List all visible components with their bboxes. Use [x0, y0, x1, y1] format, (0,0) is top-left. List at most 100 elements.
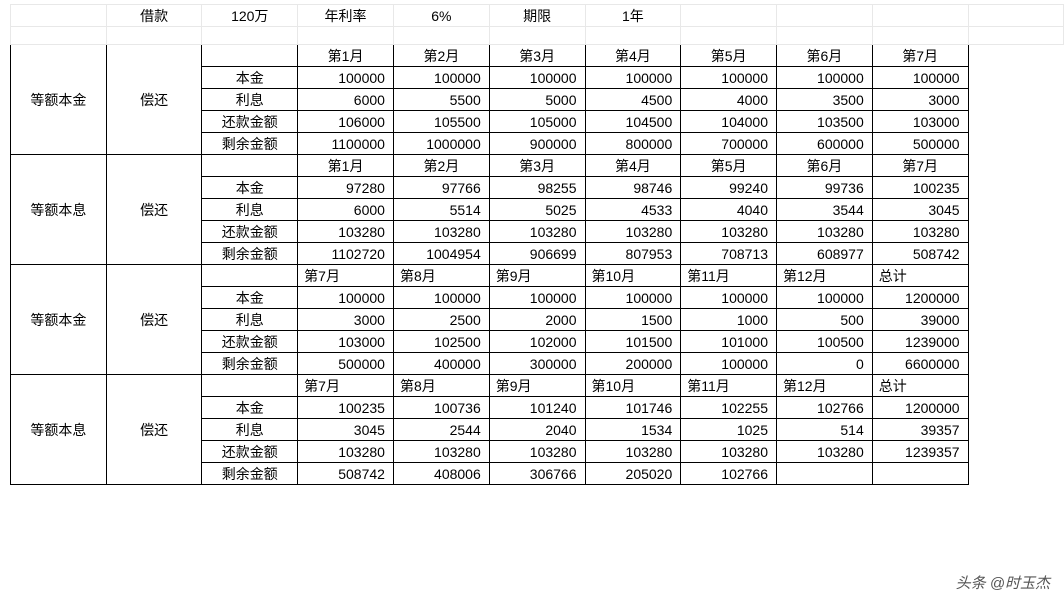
- table-cell: 103280: [777, 441, 873, 463]
- payment-label: 还款金额: [202, 331, 298, 353]
- table-cell: 2500: [393, 309, 489, 331]
- interest-label: 利息: [202, 309, 298, 331]
- loan-label: 借款: [106, 5, 202, 27]
- table-cell: 103280: [393, 441, 489, 463]
- term-value: 1年: [585, 5, 681, 27]
- table-cell: 1025: [681, 419, 777, 441]
- spacer: [777, 5, 873, 27]
- table-cell: 5000: [489, 89, 585, 111]
- principal-label: 本金: [202, 67, 298, 89]
- table-cell: 100000: [681, 67, 777, 89]
- month-header: 第3月: [489, 45, 585, 67]
- table-cell: 306766: [489, 463, 585, 485]
- table-cell: 100500: [777, 331, 873, 353]
- table-cell: 3000: [298, 309, 394, 331]
- spacer: [777, 27, 873, 45]
- table-cell: 106000: [298, 111, 394, 133]
- month-header: 总计: [872, 265, 968, 287]
- table-cell: 807953: [585, 243, 681, 265]
- table-cell: 900000: [489, 133, 585, 155]
- month-header: 第1月: [298, 45, 394, 67]
- table-cell: 200000: [585, 353, 681, 375]
- table-cell: 103000: [872, 111, 968, 133]
- balance-label: 剩余金额: [202, 133, 298, 155]
- table-cell: 1239000: [872, 331, 968, 353]
- spacer: [106, 27, 202, 45]
- principal-label: 本金: [202, 177, 298, 199]
- table-cell: 3045: [298, 419, 394, 441]
- table-cell: 102766: [777, 397, 873, 419]
- month-header: 第10月: [585, 375, 681, 397]
- interest-label: 利息: [202, 199, 298, 221]
- table-cell: 1534: [585, 419, 681, 441]
- principal-label: 本金: [202, 287, 298, 309]
- table-cell: 3544: [777, 199, 873, 221]
- table-cell: 3045: [872, 199, 968, 221]
- table-cell: 508742: [298, 463, 394, 485]
- table-cell: 102766: [681, 463, 777, 485]
- table-cell: 103500: [777, 111, 873, 133]
- table-cell: 708713: [681, 243, 777, 265]
- equal-principal-label: 等额本金: [11, 265, 107, 375]
- spacer: [489, 27, 585, 45]
- table-cell: 300000: [489, 353, 585, 375]
- table-cell: 103280: [298, 441, 394, 463]
- table-cell: 906699: [489, 243, 585, 265]
- table-cell: 101500: [585, 331, 681, 353]
- blank: [202, 155, 298, 177]
- table-cell: 100000: [681, 353, 777, 375]
- spacer: [11, 5, 107, 27]
- table-cell: 700000: [681, 133, 777, 155]
- table-cell: 103280: [681, 441, 777, 463]
- table-cell: 98255: [489, 177, 585, 199]
- table-cell: 101240: [489, 397, 585, 419]
- table-cell: 105000: [489, 111, 585, 133]
- spacer: [393, 27, 489, 45]
- spacer: [681, 5, 777, 27]
- table-cell: 98746: [585, 177, 681, 199]
- table-cell: 1500: [585, 309, 681, 331]
- repay-label: 偿还: [106, 155, 202, 265]
- table-cell: 1000000: [393, 133, 489, 155]
- spacer: [968, 5, 1063, 27]
- table-cell: 5025: [489, 199, 585, 221]
- table-cell: 400000: [393, 353, 489, 375]
- table-cell: 103280: [489, 441, 585, 463]
- repay-label: 偿还: [106, 265, 202, 375]
- spacer: [872, 5, 968, 27]
- month-header: 第11月: [681, 375, 777, 397]
- table-cell: 205020: [585, 463, 681, 485]
- watermark: 头条 @时玉杰: [956, 572, 1050, 593]
- table-cell: 104500: [585, 111, 681, 133]
- equal-principal-label: 等额本金: [11, 45, 107, 155]
- principal-label: 本金: [202, 397, 298, 419]
- table-cell: 100000: [489, 287, 585, 309]
- month-header: 第2月: [393, 155, 489, 177]
- table-cell: 103000: [298, 331, 394, 353]
- table-cell: 4000: [681, 89, 777, 111]
- month-header: 第10月: [585, 265, 681, 287]
- table-cell: 103280: [681, 221, 777, 243]
- month-header: 第5月: [681, 155, 777, 177]
- month-header: 第4月: [585, 155, 681, 177]
- table-cell: 104000: [681, 111, 777, 133]
- month-header: 第7月: [298, 265, 394, 287]
- table-cell: 100000: [393, 287, 489, 309]
- table-cell: 3000: [872, 89, 968, 111]
- table-cell: 100000: [777, 287, 873, 309]
- month-header: 第9月: [489, 265, 585, 287]
- table-cell: 103280: [872, 221, 968, 243]
- month-header: 第4月: [585, 45, 681, 67]
- table-cell: 6000: [298, 89, 394, 111]
- month-header: 第12月: [777, 265, 873, 287]
- table-cell: 39000: [872, 309, 968, 331]
- payment-label: 还款金额: [202, 441, 298, 463]
- spacer: [968, 27, 1063, 45]
- table-cell: 102500: [393, 331, 489, 353]
- table-cell: 103280: [777, 221, 873, 243]
- balance-label: 剩余金额: [202, 243, 298, 265]
- month-header: 第8月: [393, 265, 489, 287]
- table-cell: 4533: [585, 199, 681, 221]
- month-header: 第5月: [681, 45, 777, 67]
- spacer: [202, 27, 298, 45]
